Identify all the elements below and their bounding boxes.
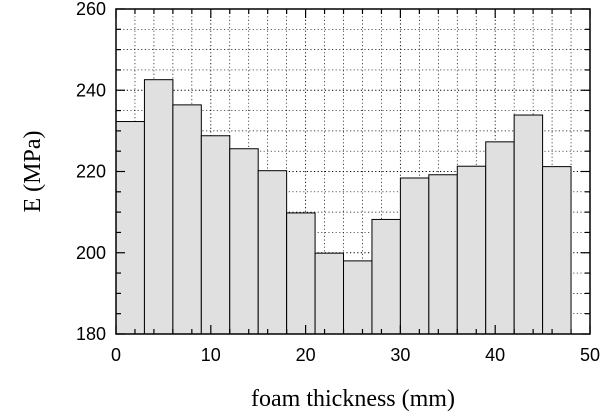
bar — [513, 114, 544, 335]
y-axis-title: E (MPa) — [20, 131, 46, 213]
bar — [343, 260, 373, 335]
x-tick-label: 0 — [111, 345, 121, 365]
bar — [286, 212, 316, 335]
bar — [229, 148, 259, 335]
bar — [200, 135, 231, 335]
y-tick-label: 220 — [76, 162, 106, 182]
bar — [314, 252, 345, 335]
ticks — [115, 8, 591, 335]
bar — [542, 166, 572, 335]
x-axis-title: foam thickness (mm) — [251, 386, 455, 412]
bar — [115, 121, 145, 335]
bar — [172, 104, 202, 335]
bar — [428, 174, 458, 335]
bar — [143, 79, 174, 335]
x-tick-label: 30 — [390, 345, 410, 365]
bar — [399, 177, 430, 335]
x-tick-label: 20 — [296, 345, 316, 365]
bar — [257, 170, 288, 335]
y-tick-label: 260 — [76, 0, 106, 19]
bars — [115, 79, 572, 335]
tick-labels: 0 10 20 30 40 50 180 200 220 240 260 — [76, 0, 600, 365]
x-tick-label: 10 — [201, 345, 221, 365]
y-tick-label: 240 — [76, 80, 106, 100]
bar — [456, 165, 487, 335]
x-tick-label: 50 — [580, 345, 600, 365]
y-tick-label: 180 — [76, 324, 106, 344]
y-tick-label: 200 — [76, 243, 106, 263]
bar — [485, 141, 515, 335]
x-tick-label: 40 — [485, 345, 505, 365]
bar — [371, 218, 401, 335]
